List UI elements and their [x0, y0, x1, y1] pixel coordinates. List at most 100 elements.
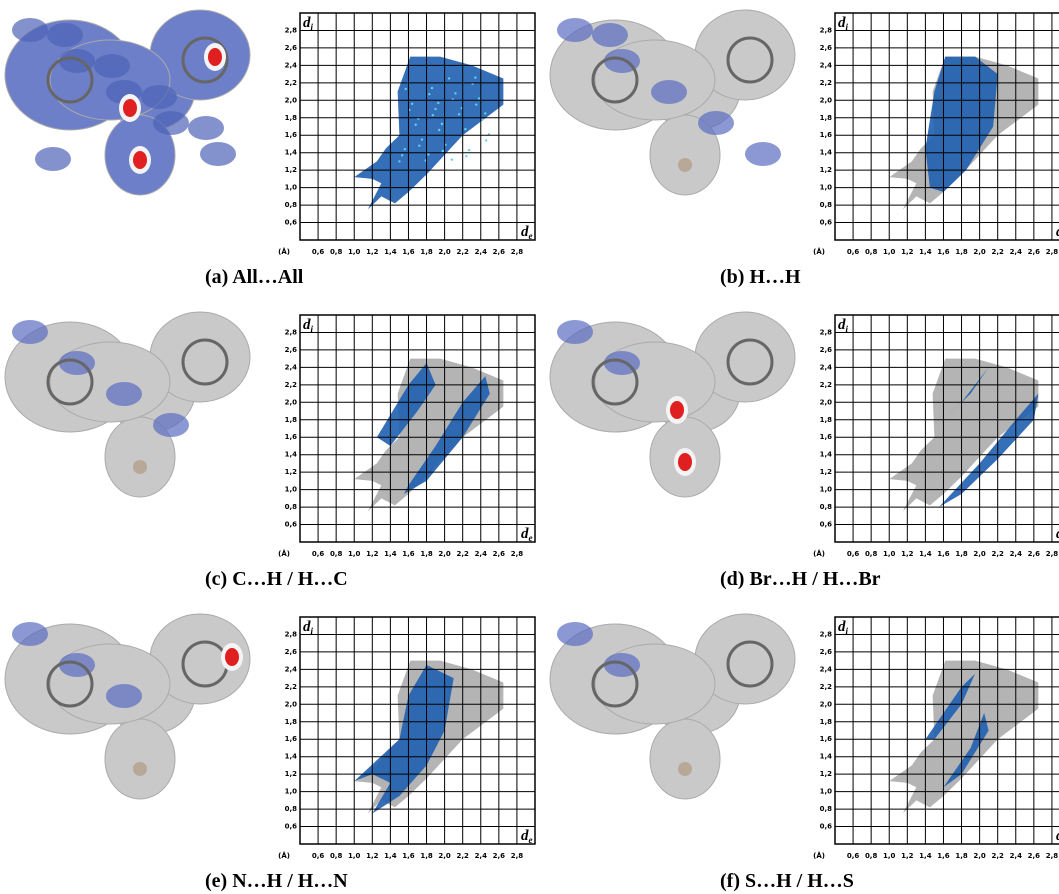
unit-label: (Å)	[278, 549, 290, 558]
x-tick-label: 1,6	[937, 248, 950, 256]
y-axis-label: di	[303, 317, 314, 334]
y-tick-label: 1,8	[285, 718, 298, 726]
y-tick-label: 0,6	[820, 521, 833, 529]
y-tick-label: 1,6	[285, 433, 298, 441]
density-dot	[484, 112, 486, 114]
y-tick-label: 2,2	[820, 381, 833, 389]
density-dot	[454, 92, 456, 94]
y-tick-label: 2,8	[285, 630, 298, 638]
y-tick-label: 2,0	[820, 96, 833, 104]
y-tick-label: 2,4	[820, 363, 833, 371]
x-tick-label: 2,0	[973, 550, 986, 558]
y-tick-label: 2,6	[820, 346, 833, 354]
x-tick-label: 2,0	[438, 550, 451, 558]
density-dot	[442, 150, 444, 152]
molecule-surface	[5, 10, 250, 195]
y-tick-label: 1,0	[285, 184, 298, 192]
y-tick-label: 2,6	[285, 648, 298, 656]
contact-patch	[592, 23, 628, 47]
red-spot	[133, 151, 147, 169]
y-tick-label: 2,8	[285, 328, 298, 336]
y-tick-label: 1,8	[285, 114, 298, 122]
y-tick-label: 1,6	[820, 131, 833, 139]
red-spot	[208, 48, 222, 66]
atom	[133, 460, 147, 474]
x-tick-label: 2,4	[1010, 852, 1023, 860]
contact-patch	[12, 320, 48, 344]
x-tick-label: 2,4	[475, 248, 488, 256]
x-tick-label: 1,2	[366, 852, 379, 860]
y-tick-label: 1,8	[820, 718, 833, 726]
x-tick-label: 1,6	[937, 550, 950, 558]
x-tick-label: 1,4	[919, 852, 932, 860]
x-tick-label: 2,0	[438, 248, 451, 256]
atom	[678, 762, 692, 776]
y-tick-label: 2,4	[820, 61, 833, 69]
x-tick-label: 1,4	[384, 248, 397, 256]
contact-patch	[35, 147, 71, 171]
x-tick-label: 2,0	[438, 852, 451, 860]
x-tick-label: 1,0	[348, 852, 361, 860]
y-tick-label: 1,4	[285, 149, 298, 157]
x-tick-label: 0,6	[312, 852, 325, 860]
unit-label: (Å)	[813, 247, 825, 256]
red-spot	[670, 401, 684, 419]
x-tick-label: 2,6	[1028, 852, 1041, 860]
y-tick-label: 2,4	[285, 665, 298, 673]
density-dot	[474, 76, 476, 78]
density-dot	[448, 77, 450, 79]
x-tick-label: 1,8	[955, 248, 968, 256]
y-tick-label: 1,4	[820, 451, 833, 459]
y-tick-label: 2,0	[285, 398, 298, 406]
x-axis-label-sub: e	[529, 231, 533, 241]
x-tick-label: 2,8	[511, 550, 524, 558]
density-dot	[405, 88, 407, 90]
x-tick-label: 2,6	[1028, 550, 1041, 558]
y-tick-label: 2,8	[285, 26, 298, 34]
y-tick-label: 2,2	[820, 79, 833, 87]
unit-label: (Å)	[813, 851, 825, 860]
x-tick-label: 2,2	[991, 550, 1004, 558]
y-axis-label: di	[838, 619, 849, 636]
caption: (e) N…H / H…N	[205, 870, 348, 892]
x-tick-label: 2,4	[475, 550, 488, 558]
contact-patch	[651, 80, 687, 104]
x-tick-label: 1,6	[402, 550, 415, 558]
y-tick-label: 2,0	[820, 398, 833, 406]
y-axis-label: di	[838, 317, 849, 334]
x-tick-label: 1,2	[901, 550, 914, 558]
x-tick-label: 1,4	[919, 550, 932, 558]
y-tick-label: 2,2	[285, 381, 298, 389]
y-tick-label: 2,4	[820, 665, 833, 673]
y-tick-label: 1,2	[820, 468, 833, 476]
y-tick-label: 2,2	[285, 79, 298, 87]
y-tick-label: 2,6	[285, 44, 298, 52]
red-spot	[225, 648, 239, 666]
x-tick-label: 2,4	[1010, 248, 1023, 256]
molecule-surface	[5, 312, 250, 497]
y-tick-label: 1,0	[285, 788, 298, 796]
y-tick-label: 2,6	[820, 648, 833, 656]
density-dot	[478, 97, 480, 99]
atom	[133, 762, 147, 776]
y-tick-label: 2,2	[285, 683, 298, 691]
y-axis-label: di	[303, 619, 314, 636]
x-tick-label: 1,8	[420, 550, 433, 558]
density-dot	[404, 148, 406, 150]
y-tick-label: 2,8	[820, 328, 833, 336]
x-tick-label: 0,6	[847, 248, 860, 256]
y-axis-label: di	[838, 15, 849, 32]
y-tick-label: 0,8	[285, 201, 298, 209]
x-tick-label: 1,8	[955, 550, 968, 558]
contact-patch	[12, 18, 48, 42]
density-dot	[411, 103, 413, 105]
y-tick-label: 1,2	[285, 468, 298, 476]
y-tick-label: 2,0	[285, 96, 298, 104]
y-tick-label: 1,8	[285, 416, 298, 424]
x-tick-label: 1,8	[420, 248, 433, 256]
x-tick-label: 1,8	[955, 852, 968, 860]
y-tick-label: 0,6	[285, 219, 298, 227]
y-tick-label: 1,6	[285, 131, 298, 139]
